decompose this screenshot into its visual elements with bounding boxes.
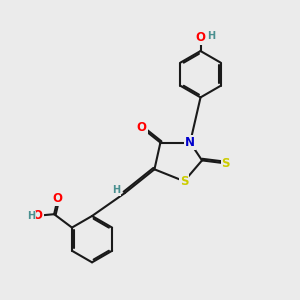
Text: O: O (33, 209, 43, 222)
Text: O: O (53, 192, 63, 205)
Text: N: N (185, 136, 195, 149)
Text: H: H (112, 185, 121, 195)
Text: S: S (180, 175, 188, 188)
Text: S: S (221, 157, 230, 170)
Text: H: H (207, 31, 215, 41)
Text: H: H (27, 211, 35, 221)
Text: O: O (196, 31, 206, 44)
Text: O: O (137, 121, 147, 134)
